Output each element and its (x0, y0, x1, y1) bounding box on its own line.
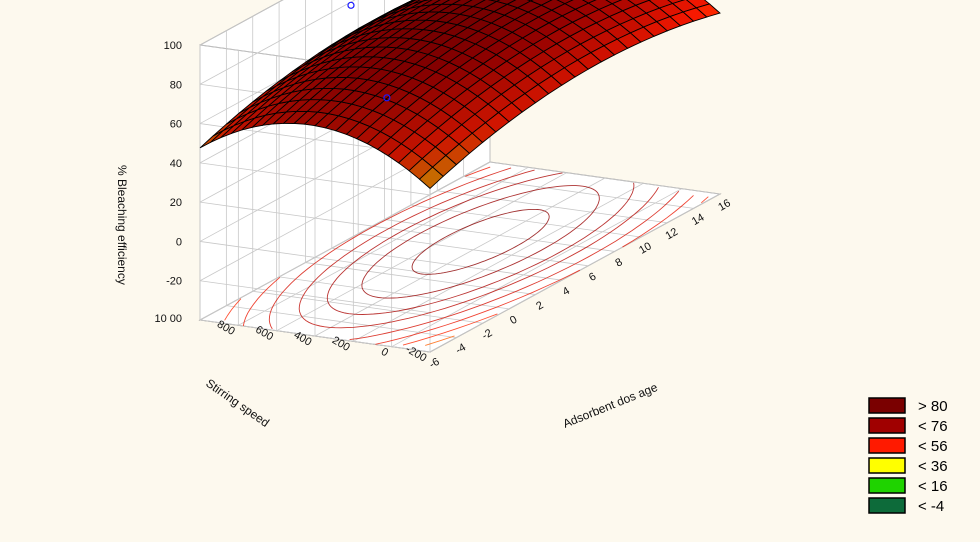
grid-line (199, 201, 431, 235)
legend-swatch (868, 497, 906, 514)
x-tick-label: -2 (480, 327, 494, 342)
contour-line (361, 185, 600, 299)
x-tick-label: 2 (534, 299, 545, 312)
legend-label: > 80 (918, 398, 948, 415)
x-tick-label: 14 (690, 212, 707, 229)
legend-swatch (868, 437, 906, 454)
surface-cell (495, 0, 517, 5)
contour-line (268, 167, 680, 341)
x-tick-label: -6 (427, 356, 441, 371)
surface-cell (423, 0, 430, 2)
legend-label: < 36 (918, 458, 948, 475)
surface-cell (402, 0, 421, 8)
x-tick-label: 12 (663, 226, 680, 243)
legend-label: < 56 (918, 438, 948, 455)
surface-cell (556, 0, 574, 5)
surface-cell (410, 0, 416, 3)
observed-point (383, 94, 391, 102)
surface-cell (412, 0, 427, 4)
z-tick-label: 40 (170, 158, 182, 170)
legend-swatch (868, 477, 906, 494)
legend: > 80 < 76 < 56 < 36 < 16 < -4 (868, 397, 948, 515)
grid-line (199, 0, 356, 85)
z-tick-label: -20 (166, 276, 182, 288)
grid-line (199, 162, 431, 196)
z-axis-title: % Bleaching efficiency (115, 165, 129, 285)
contour-line (298, 169, 659, 329)
grid-line (314, 177, 606, 337)
surface-cell (582, 0, 597, 4)
z-extra-label: 10 00 (154, 313, 182, 325)
y-tick-label: 0 (379, 346, 390, 359)
grid-line (238, 166, 529, 326)
observed-point (347, 1, 355, 9)
y-axis-title: Stirring speed (203, 376, 272, 430)
contour-line (411, 208, 550, 275)
x-tick-label: 4 (561, 285, 572, 298)
z-tick-label: 100 (164, 40, 182, 52)
surface-cell (420, 0, 441, 7)
contour-line (326, 172, 635, 315)
contour-line (224, 196, 709, 346)
legend-label: < 76 (918, 418, 948, 435)
x-tick-label: -4 (454, 341, 468, 356)
contour-line (425, 335, 455, 346)
surface-layer (199, 0, 721, 190)
grid-line (199, 0, 284, 46)
legend-label: < -4 (918, 498, 944, 515)
z-tick-label: 80 (170, 79, 182, 91)
x-tick-label: 0 (508, 314, 519, 327)
x-tick-label: 16 (716, 197, 733, 214)
legend-swatch (868, 417, 906, 434)
legend-swatch (868, 397, 906, 414)
x-axis-title: Adsorbent dos age (561, 380, 660, 431)
contour-line (242, 166, 694, 345)
x-tick-label: 8 (613, 256, 624, 269)
grid-line (199, 280, 431, 314)
surface-cell (695, 3, 721, 18)
surface-cell (431, 0, 451, 6)
legend-label: < 16 (918, 478, 948, 495)
z-tick-label: 60 (170, 119, 182, 131)
x-tick-label: 10 (637, 240, 654, 257)
grid-line (276, 172, 567, 332)
x-tick-label: 6 (587, 270, 598, 283)
surface-cell (408, 0, 415, 3)
surface-cell (440, 0, 461, 5)
contour-layer (224, 166, 709, 346)
z-tick-label: 0 (176, 236, 182, 248)
point-layer (347, 1, 391, 102)
z-tick-label: 20 (170, 197, 182, 209)
grid-line (199, 319, 431, 353)
grid-line (199, 161, 491, 321)
legend-swatch (868, 457, 906, 474)
